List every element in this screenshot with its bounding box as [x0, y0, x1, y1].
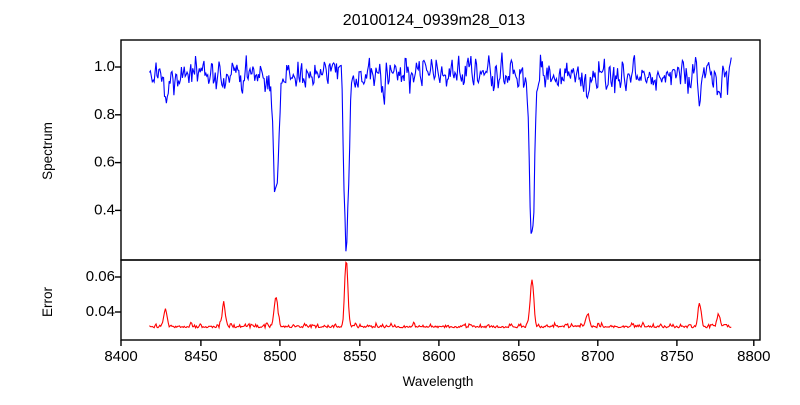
svg-text:0.8: 0.8 — [94, 106, 115, 123]
svg-text:Wavelength: Wavelength — [403, 374, 474, 389]
svg-text:8400: 8400 — [104, 348, 137, 365]
svg-text:8800: 8800 — [737, 348, 770, 365]
svg-text:8650: 8650 — [502, 348, 535, 365]
svg-text:8500: 8500 — [263, 348, 296, 365]
svg-text:Spectrum: Spectrum — [40, 122, 55, 180]
svg-text:8550: 8550 — [343, 348, 376, 365]
svg-text:Error: Error — [40, 286, 55, 317]
svg-text:8700: 8700 — [581, 348, 614, 365]
svg-text:0.4: 0.4 — [94, 201, 115, 218]
svg-text:8450: 8450 — [184, 348, 217, 365]
svg-text:8600: 8600 — [422, 348, 455, 365]
svg-text:0.6: 0.6 — [94, 154, 115, 171]
svg-text:20100124_0939m28_013: 20100124_0939m28_013 — [343, 12, 526, 29]
svg-text:1.0: 1.0 — [94, 58, 115, 75]
svg-text:0.04: 0.04 — [86, 303, 115, 320]
svg-text:0.06: 0.06 — [86, 268, 115, 285]
svg-text:8750: 8750 — [660, 348, 693, 365]
